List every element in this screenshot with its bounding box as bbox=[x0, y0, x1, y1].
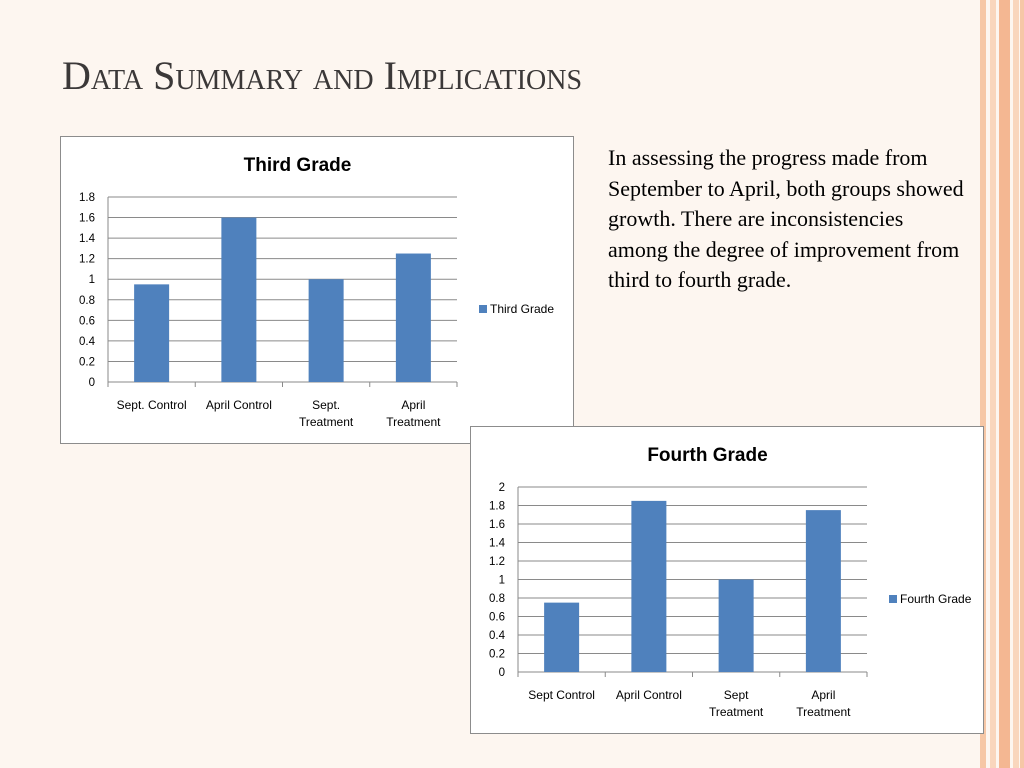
y-tick-label: 0.2 bbox=[489, 649, 505, 661]
fourth-grade-chart-svg: Fourth Grade 0 0.2 0.4 0.6 0.8 1 1.2 1.4 1.6 1.8 2 S… bbox=[489, 445, 972, 719]
x-tick-label: April Treatment bbox=[796, 688, 851, 719]
bar bbox=[718, 579, 754, 672]
slide-title: Data Summary and Implications bbox=[62, 53, 583, 98]
bar bbox=[308, 279, 344, 382]
slide-body-text: In assessing the progress made from Sept… bbox=[608, 145, 964, 292]
x-tick-label: Sept Control bbox=[528, 688, 595, 702]
y-tick-label: 2 bbox=[499, 482, 505, 494]
decorative-stripe bbox=[980, 0, 986, 768]
y-tick-label: 0 bbox=[499, 667, 505, 679]
decorative-stripe bbox=[999, 0, 1010, 768]
bar bbox=[805, 510, 841, 672]
y-tick-label: 0 bbox=[89, 377, 95, 389]
y-tick-label: 0.4 bbox=[489, 630, 506, 642]
bar bbox=[134, 284, 170, 382]
third-grade-chart: Third Grade 0 0.2 0.4 0.6 0.8 1 1.2 1.4 1.6 1.8 Sep… bbox=[60, 136, 574, 444]
x-tick-label: Sept. Control bbox=[117, 398, 187, 412]
y-tick-label: 0.8 bbox=[79, 295, 95, 307]
y-tick-label: 1.8 bbox=[79, 192, 95, 204]
y-tick-label: 1.2 bbox=[79, 254, 95, 266]
legend-swatch bbox=[889, 595, 897, 603]
y-tick-label: 1.6 bbox=[489, 519, 505, 531]
y-tick-label: 1.4 bbox=[79, 233, 96, 245]
bar bbox=[544, 602, 580, 672]
legend-label: Third Grade bbox=[490, 302, 554, 316]
chart-title: Fourth Grade bbox=[647, 445, 767, 466]
y-tick-label: 0.4 bbox=[79, 336, 96, 348]
legend-swatch bbox=[479, 305, 487, 313]
decorative-stripe bbox=[1020, 0, 1024, 768]
y-tick-label: 0.6 bbox=[79, 315, 95, 327]
bar bbox=[631, 500, 667, 672]
decorative-stripe bbox=[990, 0, 996, 768]
y-tick-label: 0.2 bbox=[79, 356, 95, 368]
x-tick-label: April Control bbox=[206, 398, 272, 412]
x-tick-label: Sept. Treatment bbox=[299, 398, 354, 429]
y-tick-label: 1.4 bbox=[489, 538, 506, 550]
y-tick-label: 1.8 bbox=[489, 501, 505, 513]
y-tick-label: 1 bbox=[499, 575, 505, 587]
y-tick-label: 0.6 bbox=[489, 612, 505, 624]
x-tick-label: Sept Treatment bbox=[709, 688, 764, 719]
decorative-stripe bbox=[1013, 0, 1019, 768]
x-tick-label: April Control bbox=[616, 688, 682, 702]
bar bbox=[395, 253, 431, 382]
y-tick-label: 0.8 bbox=[489, 593, 505, 605]
third-grade-chart-svg: Third Grade 0 0.2 0.4 0.6 0.8 1 1.2 1.4 1.6 1.8 Sep… bbox=[79, 155, 554, 429]
bar bbox=[221, 217, 257, 382]
chart-title: Third Grade bbox=[244, 155, 352, 176]
y-tick-label: 1 bbox=[89, 274, 95, 286]
legend-label: Fourth Grade bbox=[900, 592, 972, 606]
fourth-grade-chart: Fourth Grade 0 0.2 0.4 0.6 0.8 1 1.2 1.4 1.6 1.8 2 S… bbox=[470, 426, 984, 734]
x-tick-label: April Treatment bbox=[386, 398, 441, 429]
y-tick-label: 1.2 bbox=[489, 556, 505, 568]
y-tick-label: 1.6 bbox=[79, 213, 95, 225]
